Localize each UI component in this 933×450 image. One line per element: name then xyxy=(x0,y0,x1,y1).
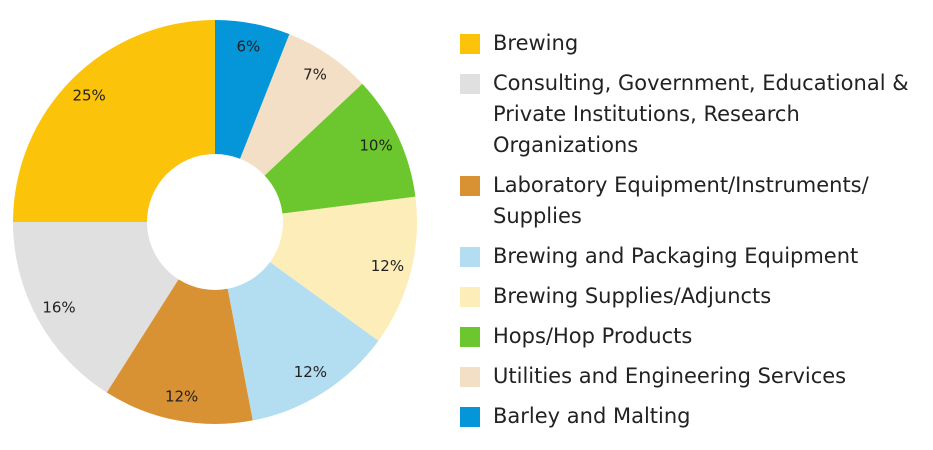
legend-swatch xyxy=(460,327,480,347)
value-label: 12% xyxy=(371,257,404,275)
legend-item: Utilities and Engineering Services xyxy=(460,361,920,392)
legend-item: Brewing xyxy=(460,28,920,59)
slice xyxy=(13,222,179,393)
slice xyxy=(13,20,215,222)
legend-item: Barley and Malting xyxy=(460,401,920,432)
legend-label: Brewing Supplies/Adjuncts xyxy=(493,284,772,308)
legend-item: Brewing Supplies/Adjuncts xyxy=(460,281,920,312)
legend-swatch xyxy=(460,367,480,387)
legend: Brewing Consulting, Government, Education… xyxy=(460,28,920,441)
value-label: 12% xyxy=(165,387,198,405)
slice xyxy=(106,279,253,424)
slice xyxy=(215,20,290,159)
legend-swatch xyxy=(460,176,480,196)
value-label: 25% xyxy=(72,87,105,105)
value-label: 16% xyxy=(42,298,75,316)
legend-label: Hops/Hop Products xyxy=(493,324,693,348)
slice xyxy=(270,196,417,341)
value-label: 7% xyxy=(303,65,327,83)
legend-label: Brewing and Packaging Equipment xyxy=(493,244,859,268)
legend-swatch xyxy=(460,74,480,94)
legend-item: Consulting, Government, Educational & Pr… xyxy=(460,68,920,161)
legend-label: Consulting, Government, Educational & Pr… xyxy=(493,71,909,157)
value-label: 10% xyxy=(359,137,392,155)
slice xyxy=(240,34,363,176)
slice xyxy=(264,83,416,214)
value-label: 12% xyxy=(294,363,327,381)
slice xyxy=(227,261,379,421)
value-label: 6% xyxy=(236,38,260,56)
legend-swatch xyxy=(460,247,480,267)
legend-item: Laboratory Equipment/Instruments/ Suppli… xyxy=(460,170,920,232)
legend-swatch xyxy=(460,34,480,54)
legend-item: Brewing and Packaging Equipment xyxy=(460,241,920,272)
legend-label: Barley and Malting xyxy=(493,404,691,428)
donut-chart: 25% 16% 12% 12% 12% 10% 7% 6% xyxy=(13,20,417,424)
legend-swatch xyxy=(460,407,480,427)
legend-item: Hops/Hop Products xyxy=(460,321,920,352)
legend-label: Laboratory Equipment/Instruments/ Suppli… xyxy=(493,173,869,228)
legend-swatch xyxy=(460,287,480,307)
legend-label: Utilities and Engineering Services xyxy=(493,364,847,388)
legend-label: Brewing xyxy=(493,31,579,55)
